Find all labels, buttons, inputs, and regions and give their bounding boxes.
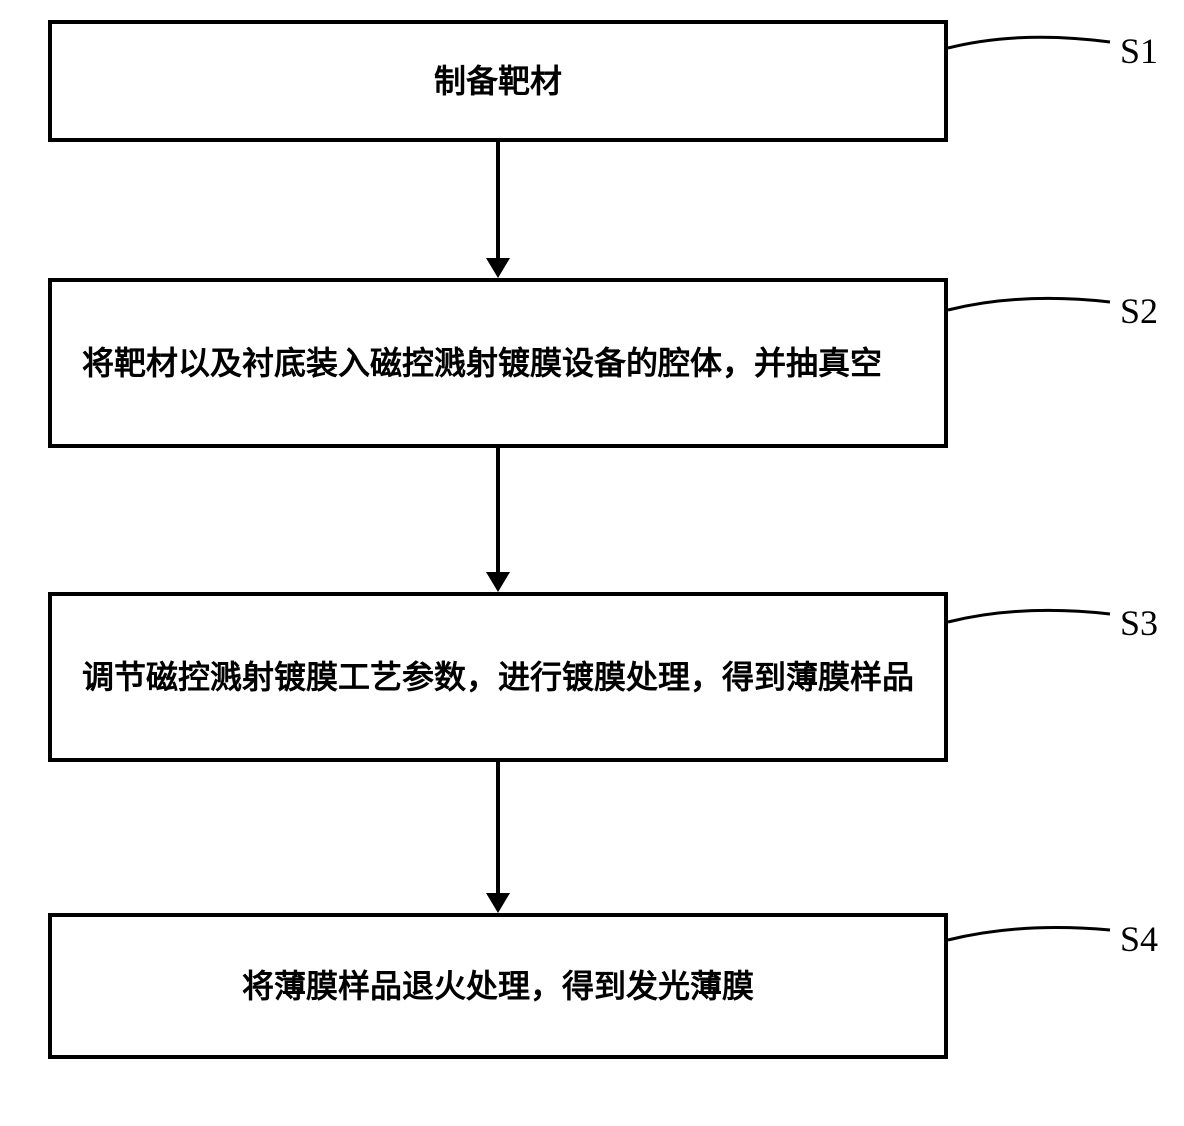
- step-label-s1: S1: [1120, 30, 1158, 72]
- step-box-s4: 将薄膜样品退火处理，得到发光薄膜: [48, 913, 948, 1059]
- step-text-s4: 将薄膜样品退火处理，得到发光薄膜: [242, 962, 754, 1010]
- step-label-s4: S4: [1120, 918, 1158, 960]
- step-text-s1: 制备靶材: [434, 57, 562, 105]
- step-text-s2: 将靶材以及衬底装入磁控溅射镀膜设备的腔体，并抽真空: [82, 339, 914, 387]
- arrow-1: [486, 142, 510, 278]
- arrow-2: [486, 448, 510, 592]
- arrow-3: [486, 762, 510, 913]
- step-label-s3: S3: [1120, 602, 1158, 644]
- step-box-s3: 调节磁控溅射镀膜工艺参数，进行镀膜处理，得到薄膜样品: [48, 592, 948, 762]
- step-box-s2: 将靶材以及衬底装入磁控溅射镀膜设备的腔体，并抽真空: [48, 278, 948, 448]
- flowchart-container: 制备靶材 S1 将靶材以及衬底装入磁控溅射镀膜设备的腔体，并抽真空 S2 调节磁…: [0, 0, 1184, 1126]
- step-label-s2: S2: [1120, 290, 1158, 332]
- step-box-s1: 制备靶材: [48, 20, 948, 142]
- step-text-s3: 调节磁控溅射镀膜工艺参数，进行镀膜处理，得到薄膜样品: [82, 653, 914, 701]
